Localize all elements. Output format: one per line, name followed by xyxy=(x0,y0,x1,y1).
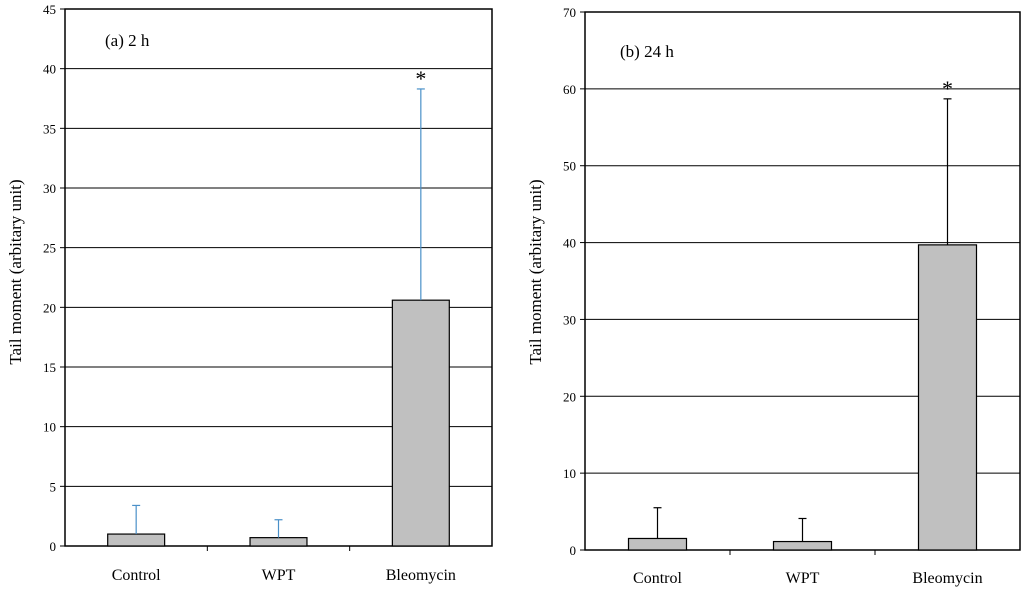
panel-a-y-tick-label: 20 xyxy=(43,300,56,315)
panel-b-y-tick-label: 60 xyxy=(563,82,576,97)
panel-b-y-tick-label: 70 xyxy=(563,5,576,20)
panel-a-title: (a) 2 h xyxy=(105,31,150,50)
panel-a-x-label-wpt: WPT xyxy=(262,567,296,584)
panel-b-bar-control xyxy=(627,537,688,551)
panel-a-y-tick-label: 25 xyxy=(43,241,56,256)
panel-a-y-tick-label: 10 xyxy=(43,420,56,435)
panel-b-bar-bleomycin xyxy=(917,244,978,551)
panel-a-bar-wpt xyxy=(249,537,308,547)
panel-b-y-tick-label: 10 xyxy=(563,466,576,481)
panel-a-y-tick-label: 35 xyxy=(43,121,56,136)
panel-b-x-label-wpt: WPT xyxy=(786,570,820,587)
panel-a-grid xyxy=(65,68,492,487)
panel-b-y-tick-label: 50 xyxy=(563,159,576,174)
panel-b-y-tick-label: 40 xyxy=(563,236,576,251)
panel-a-y-tick-label: 45 xyxy=(43,2,56,17)
panel-a-y-tick-label: 40 xyxy=(43,62,56,77)
panel-b-title: (b) 24 h xyxy=(620,42,674,61)
panel-a-y-tick-label: 0 xyxy=(50,539,57,554)
panel-b-y-tick-label: 20 xyxy=(563,389,576,404)
panel-b-x-label-control: Control xyxy=(633,570,682,587)
panel-a-ylabel: Tail moment (arbitary unit) xyxy=(6,179,25,364)
panel-b-ylabel: Tail moment (arbitary unit) xyxy=(526,179,545,364)
panel-a-y-tick-label: 5 xyxy=(50,479,57,494)
panel-b-bar-wpt xyxy=(772,540,833,551)
panel-a-x-label-control: Control xyxy=(112,567,161,584)
panel-a-bar-bleomycin xyxy=(391,299,450,547)
panel-b-24h: Tail moment (arbitary unit) (b) 24 h 0 10… xyxy=(526,5,1021,587)
panel-b-y-ticks: 0 10 20 30 40 50 60 70 xyxy=(563,5,585,558)
panel-a-x-label-bleomycin: Bleomycin xyxy=(386,567,456,584)
panel-a-significance-star: * xyxy=(415,66,426,91)
panel-b-significance-star: * xyxy=(942,76,953,101)
panel-a-bar-control xyxy=(107,533,166,547)
panel-a-y-tick-label: 15 xyxy=(43,360,56,375)
panel-a-y-tick-label: 30 xyxy=(43,181,56,196)
panel-b-y-tick-label: 30 xyxy=(563,312,576,327)
panel-b-x-label-bleomycin: Bleomycin xyxy=(912,570,982,587)
panel-b-y-tick-label: 0 xyxy=(570,543,577,558)
panel-a-2h: Tail moment (arbitary unit) (a) 2 h 0 5 10… xyxy=(6,2,493,584)
panel-a-y-ticks: 0 5 10 15 20 25 30 35 40 45 xyxy=(43,2,65,554)
